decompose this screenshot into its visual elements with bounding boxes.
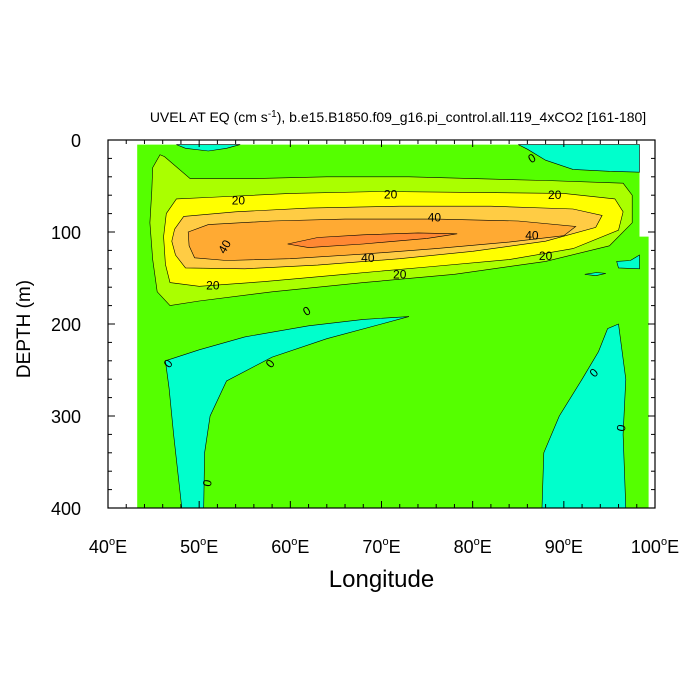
contour-label: 20 xyxy=(393,267,407,281)
contour-label: 40 xyxy=(215,237,234,256)
contour-label: 40 xyxy=(361,251,375,265)
x-tick-label: 70oE xyxy=(362,536,400,557)
axis-ticks-group: 40oE 50oE 60oE 70oE 80oE 90oE 100oE01002003004… xyxy=(51,131,679,557)
neg-region-tiny xyxy=(584,272,606,277)
plot-area xyxy=(137,144,649,509)
core-50 xyxy=(287,232,458,248)
y-tick-label: 200 xyxy=(51,315,81,335)
y-tick-label: 400 xyxy=(51,499,81,519)
contour-label: 40 xyxy=(525,229,539,243)
x-axis-label: Longitude xyxy=(329,566,434,593)
contour-label: 0 xyxy=(614,423,629,432)
y-tick-label: 0 xyxy=(71,131,81,151)
y-tick-label: 100 xyxy=(51,223,81,243)
x-tick-label: 40oE xyxy=(89,536,127,557)
x-tick-label: 100oE xyxy=(631,536,679,557)
y-axis-label: DEPTH (m) xyxy=(14,280,35,378)
chart-title: UVEL AT EQ (cm s-1), b.e15.B1850.f09_g16… xyxy=(150,109,646,125)
axis-labels-group: Longitude DEPTH (m) xyxy=(14,280,434,593)
x-tick-label: 50oE xyxy=(180,536,218,557)
neg-region-east xyxy=(541,323,627,509)
x-tick-label: 60oE xyxy=(271,536,309,557)
contour-label: 0 xyxy=(200,478,215,487)
chart-title-group: UVEL AT EQ (cm s-1), b.e15.B1850.f09_g16… xyxy=(150,109,646,125)
contour-label: 20 xyxy=(232,194,246,208)
contour-label: 20 xyxy=(539,249,553,263)
y-tick-label: 300 xyxy=(51,407,81,427)
neg-region-surface-west xyxy=(176,144,241,152)
neg-region-west xyxy=(165,316,409,509)
x-tick-label: 90oE xyxy=(545,536,583,557)
x-tick-label: 80oE xyxy=(454,536,492,557)
contour-label: 40 xyxy=(428,210,442,224)
contour-label: 20 xyxy=(548,188,562,202)
contour-label: 20 xyxy=(384,187,398,201)
contour-label: 20 xyxy=(206,278,220,292)
neg-region-surface-east xyxy=(518,144,640,173)
neg-region-small-east xyxy=(616,254,640,270)
